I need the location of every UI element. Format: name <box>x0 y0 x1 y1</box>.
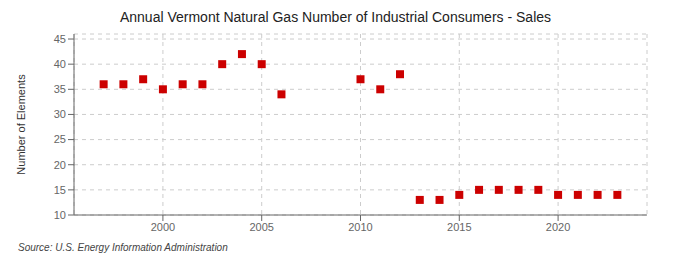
html-text:Source: U.S. Energy Informatio: Source: U.S. Energy Information Administ… <box>18 242 228 253</box>
svg-text:45: 45 <box>54 33 66 45</box>
svg-text:2000: 2000 <box>151 221 175 233</box>
svg-text:40: 40 <box>54 58 66 70</box>
svg-text:15: 15 <box>54 184 66 196</box>
svg-text:2020: 2020 <box>546 221 570 233</box>
svg-text:2010: 2010 <box>348 221 372 233</box>
svg-text:30: 30 <box>54 108 66 120</box>
html-text:Annual Vermont Natural Gas Num: Annual Vermont Natural Gas Number of Ind… <box>120 9 551 25</box>
svg-text:20: 20 <box>54 159 66 171</box>
svg-text:10: 10 <box>54 209 66 221</box>
svg-text:2005: 2005 <box>249 221 273 233</box>
svg-text:35: 35 <box>54 83 66 95</box>
svg-text:Number of Elements: Number of Elements <box>15 74 27 175</box>
svg-text:2015: 2015 <box>447 221 471 233</box>
svg-text:25: 25 <box>54 133 66 145</box>
